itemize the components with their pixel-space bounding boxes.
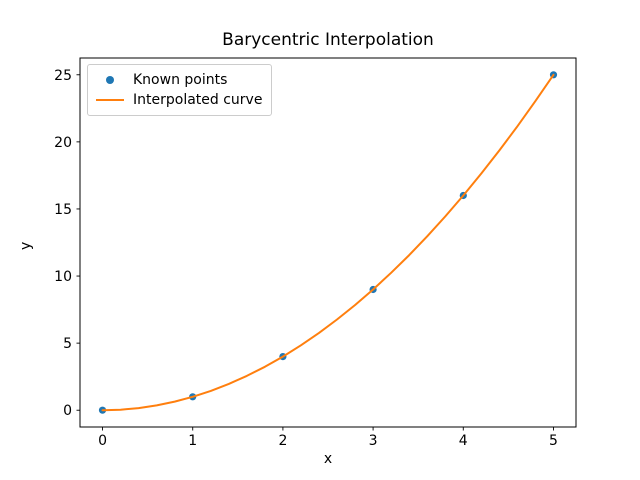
- legend-item-interpolated-curve: Interpolated curve: [95, 90, 262, 110]
- legend-handle: [95, 99, 125, 101]
- y-tick-label: 0: [63, 403, 72, 419]
- legend-label-interpolated-curve: Interpolated curve: [133, 92, 263, 108]
- y-axis-label: y: [18, 241, 34, 250]
- legend: Known points Interpolated curve: [87, 64, 273, 116]
- scatter-marker-icon: [106, 76, 114, 84]
- y-tick-label: 25: [54, 68, 72, 84]
- chart-title: Barycentric Interpolation: [222, 30, 434, 50]
- line-marker-icon: [96, 99, 124, 101]
- x-tick-label: 2: [278, 433, 287, 449]
- y-tick-label: 15: [54, 202, 72, 218]
- interpolated-curve: [101, 73, 555, 412]
- x-tick-label: 1: [188, 433, 197, 449]
- y-tick-label: 5: [63, 336, 72, 352]
- x-tick-label: 5: [549, 433, 558, 449]
- legend-label-known-points: Known points: [133, 72, 228, 88]
- x-tick-label: 4: [459, 433, 468, 449]
- legend-handle: [95, 76, 125, 84]
- plot-frame: [79, 57, 577, 428]
- x-axis-label: x: [323, 451, 333, 467]
- y-tick-label: 10: [54, 269, 72, 285]
- x-tick-label: 0: [98, 433, 107, 449]
- x-tick-label: 3: [369, 433, 378, 449]
- legend-item-known-points: Known points: [95, 70, 262, 90]
- y-tick-label: 20: [54, 135, 72, 151]
